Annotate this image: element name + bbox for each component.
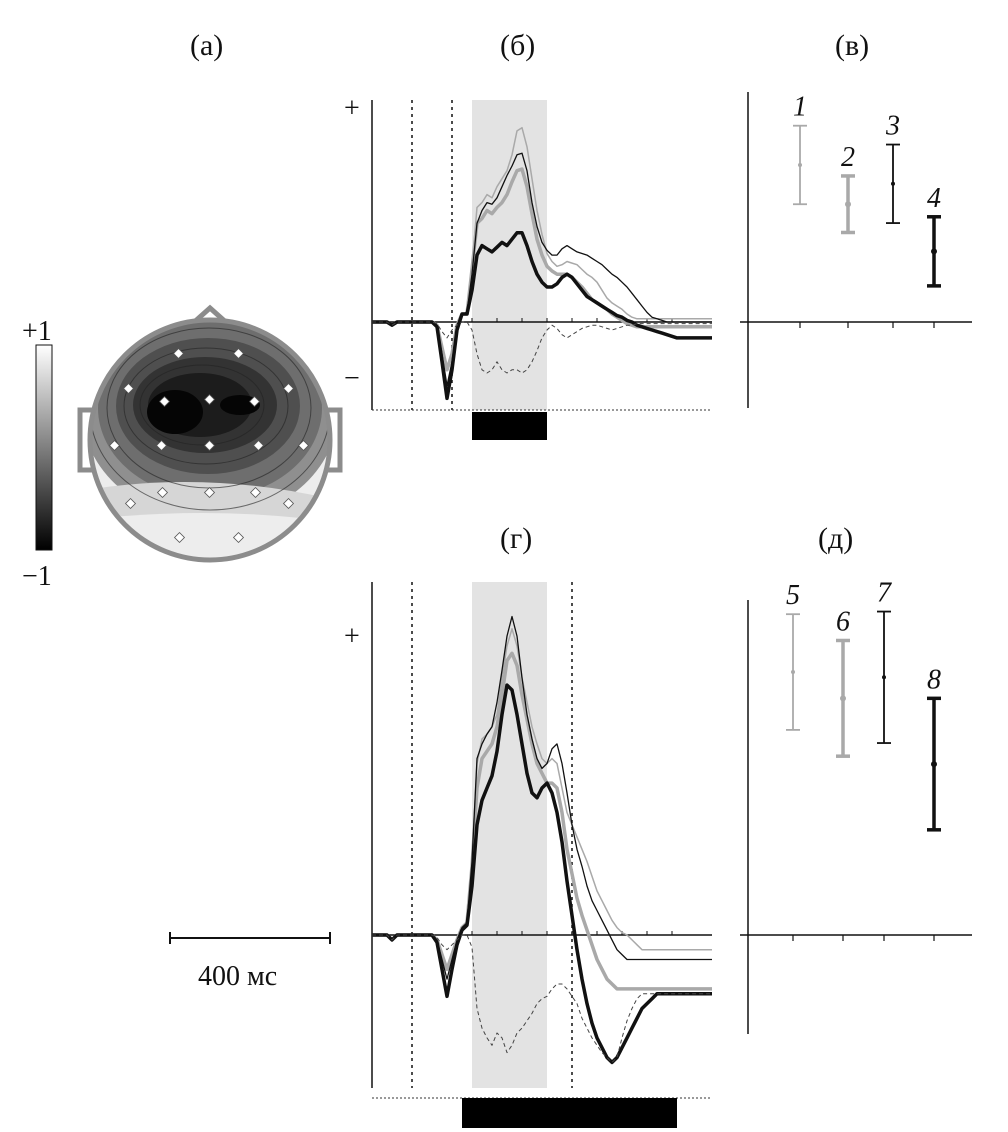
errorbar-label-2: 2 xyxy=(841,142,855,173)
errorbar-mean xyxy=(882,675,886,680)
errorbar-panel-v: 1 23 4 xyxy=(740,92,972,408)
series-line-dashed-difference xyxy=(372,321,712,374)
panel-label-v: (в) xyxy=(835,29,869,62)
errorbar-mean xyxy=(791,670,795,675)
head-outline xyxy=(87,317,333,563)
colorbar-gradient xyxy=(35,344,53,551)
errorbar-mean xyxy=(891,181,895,186)
panel-label-b: (б) xyxy=(500,29,535,62)
colorbar-min-label: −1 xyxy=(22,561,52,592)
panel-label-g: (г) xyxy=(500,522,532,555)
colorbar: +1 −1 xyxy=(22,316,53,592)
errorbar-mean xyxy=(798,162,802,167)
panel-label-d: (д) xyxy=(818,522,853,555)
minus-label: − xyxy=(344,363,360,394)
panel-label-a: (а) xyxy=(190,29,223,62)
errorbar-label-1: 1 xyxy=(793,92,807,123)
errorbar-label-6: 6 xyxy=(836,606,850,637)
shaded-window xyxy=(472,100,547,410)
errorbar-mean xyxy=(931,248,937,255)
errorbar-mean xyxy=(931,761,937,768)
significance-bar xyxy=(462,1098,677,1128)
topo-map xyxy=(77,304,343,563)
erp-panel-b: +− xyxy=(344,93,712,440)
errorbar-mean xyxy=(845,201,851,208)
errorbar-label-4: 4 xyxy=(927,183,941,214)
electrode-markers xyxy=(108,347,310,544)
errorbar-label-5: 5 xyxy=(786,580,800,611)
scale-bar-label: 400 мс xyxy=(198,961,277,992)
errorbar-mean xyxy=(840,695,846,702)
shaded-window xyxy=(472,582,547,1088)
errorbar-label-7: 7 xyxy=(877,578,892,609)
significance-bar xyxy=(472,412,547,440)
scale-bar: 400 мс xyxy=(169,932,331,992)
erp-panel-g: + xyxy=(344,582,712,1128)
errorbar-panel-d: 5 67 8 xyxy=(740,578,972,1034)
colorbar-max-label: +1 xyxy=(22,316,52,347)
series-line-thick-dark xyxy=(372,683,712,1065)
plus-label: + xyxy=(344,621,360,652)
plus-label: + xyxy=(344,93,360,124)
errorbar-label-3: 3 xyxy=(885,111,900,142)
errorbar-label-8: 8 xyxy=(927,664,941,695)
